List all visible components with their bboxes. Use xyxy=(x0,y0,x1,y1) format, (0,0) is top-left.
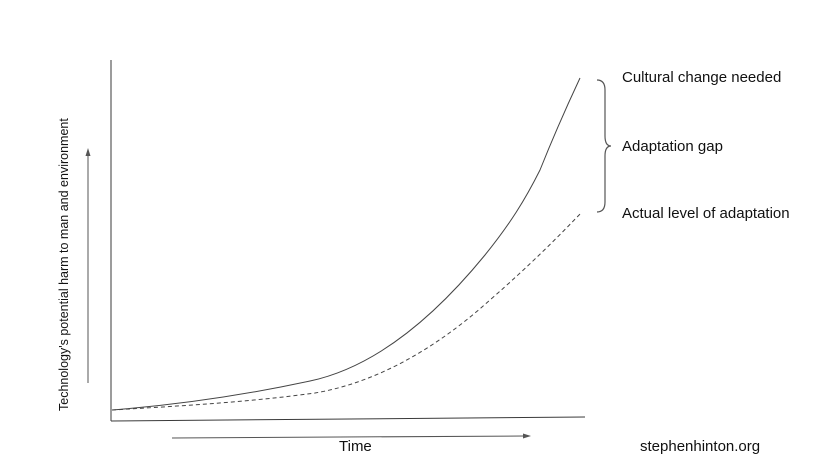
x-axis xyxy=(110,416,586,422)
adaptation-gap-brace xyxy=(596,79,612,213)
y-direction-arrowhead xyxy=(85,148,91,156)
cultural-change-needed-curve xyxy=(111,77,581,411)
adaptation-gap-label: Adaptation gap xyxy=(622,138,723,155)
cultural-change-needed-label: Cultural change needed xyxy=(622,69,782,86)
x-direction-arrow-line xyxy=(171,435,525,439)
x-direction-arrowhead xyxy=(523,433,531,439)
actual-adaptation-curve xyxy=(111,211,583,411)
site-credit: stephenhinton.org xyxy=(640,438,761,455)
actual-adaptation-label: Actual level of adaptation xyxy=(622,205,790,222)
x-axis-label: Time xyxy=(339,438,372,455)
y-axis-label: Technology's potential harm to man and e… xyxy=(57,118,71,411)
